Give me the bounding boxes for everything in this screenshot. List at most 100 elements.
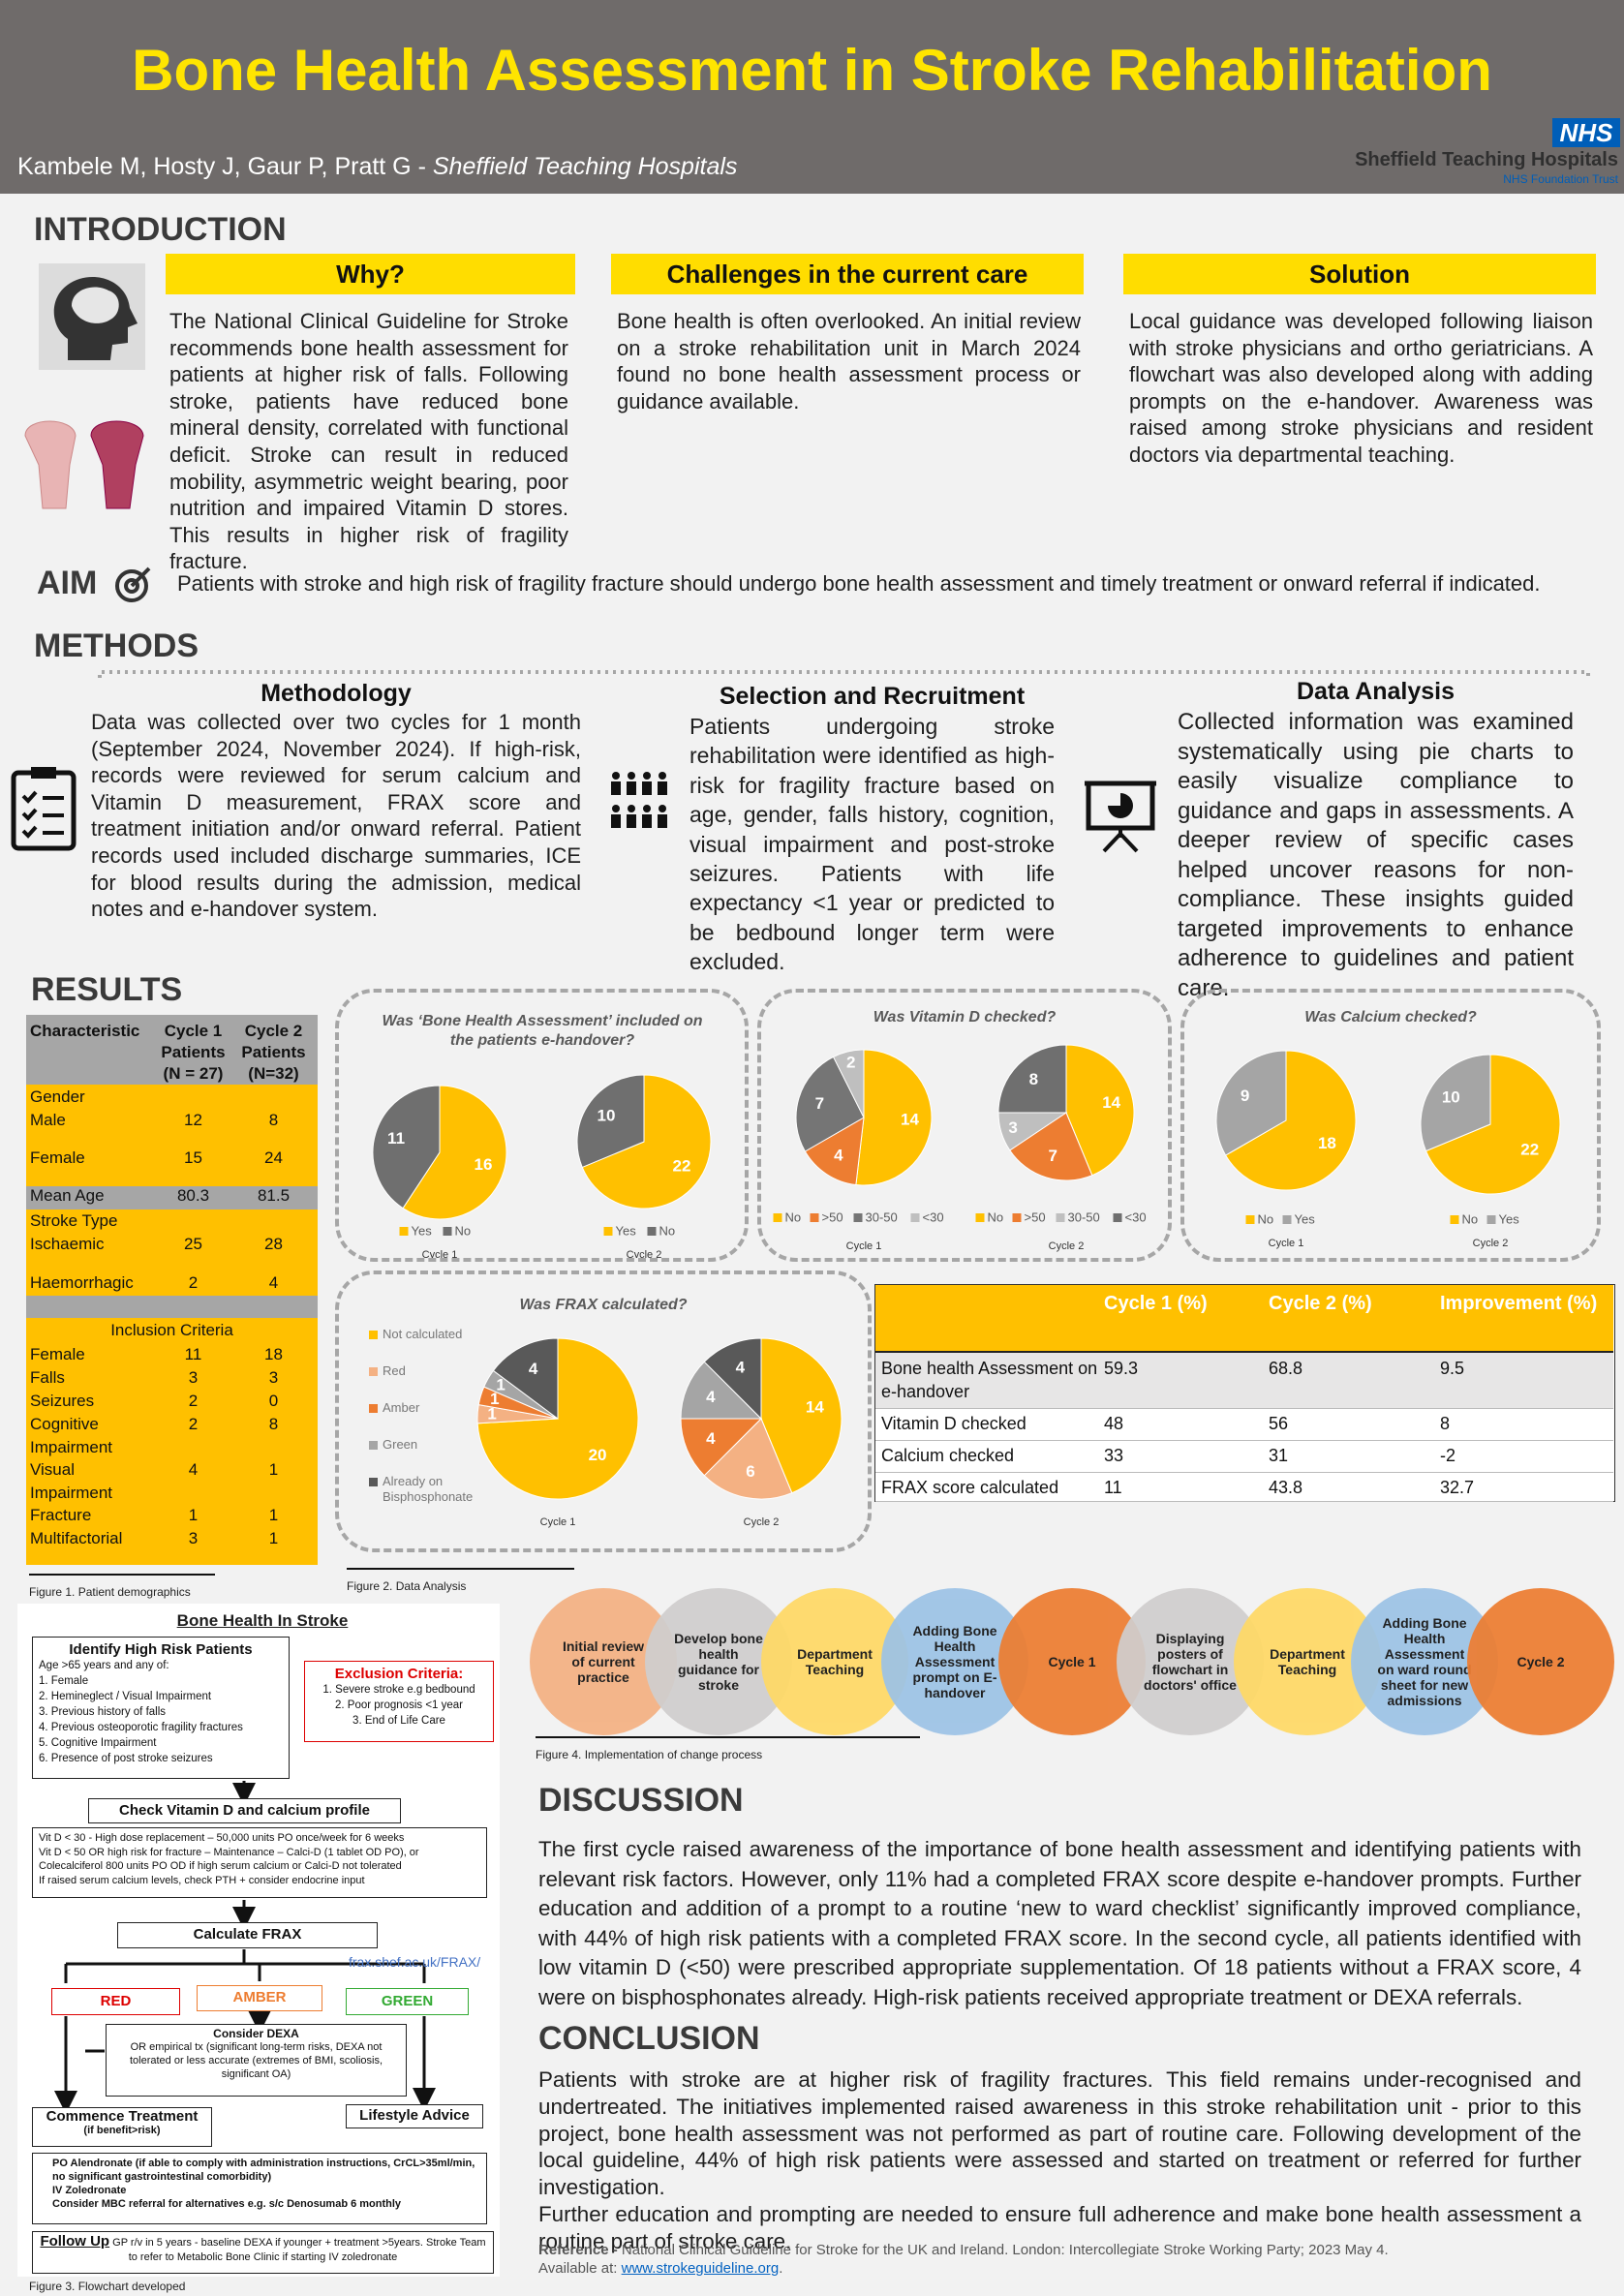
table-cell: 4 bbox=[268, 1272, 279, 1292]
legend-label: Already on Bisphosphonate bbox=[383, 1474, 474, 1504]
table-cell: 8 bbox=[268, 1415, 279, 1434]
reference-link[interactable]: www.strokeguideline.org bbox=[621, 2260, 780, 2277]
legend-swatch bbox=[1056, 1213, 1065, 1222]
legend-label: 30-50 bbox=[1068, 1209, 1100, 1224]
pie-slice bbox=[1065, 1044, 1135, 1177]
legend-swatch bbox=[443, 1227, 452, 1236]
slice-label: 4 bbox=[706, 1388, 716, 1406]
list-item: 2. Hemineglect / Visual Impairment bbox=[39, 1691, 212, 1702]
table-row bbox=[875, 1408, 1613, 1441]
legend-label: 30-50 bbox=[866, 1209, 898, 1224]
column-heading: Methodology bbox=[260, 680, 412, 707]
table-cell: 81.5 bbox=[257, 1186, 291, 1206]
slice-label: 4 bbox=[529, 1360, 538, 1378]
slice-label: 10 bbox=[598, 1106, 616, 1124]
affiliation: Sheffield Teaching Hospitals bbox=[432, 153, 738, 180]
box-title: Follow Up bbox=[40, 2233, 110, 2250]
pie-slice bbox=[804, 1117, 865, 1186]
check-box: Check Vitamin D and calcium profile bbox=[88, 1798, 401, 1823]
table-cell: Haemorrhagic bbox=[30, 1272, 134, 1292]
legend-swatch bbox=[369, 1367, 378, 1376]
green-box: GREEN bbox=[346, 1988, 469, 2015]
section-heading: RESULTS bbox=[31, 971, 183, 1008]
slice-label: 4 bbox=[706, 1429, 716, 1448]
slice-label: 18 bbox=[1318, 1134, 1336, 1152]
table-cell: 18 bbox=[264, 1344, 283, 1363]
table-row bbox=[875, 1472, 1613, 1502]
legend-label: Yes bbox=[1499, 1211, 1520, 1226]
box-title: Identify High Risk Patients bbox=[69, 1641, 253, 1658]
legend-label: >50 bbox=[1025, 1209, 1046, 1224]
table-cell: Fracture bbox=[30, 1506, 92, 1524]
table-header-cell: Cycle 2 (%) bbox=[1269, 1293, 1372, 1314]
chart-panel: Was ‘Bone Health Assessment’ included on… bbox=[335, 989, 749, 1262]
table-cell: Inclusion Criteria bbox=[110, 1321, 233, 1340]
slice-label: 9 bbox=[1241, 1087, 1249, 1105]
slice-label: 4 bbox=[834, 1146, 843, 1164]
chart-title: Was Vitamin D checked? bbox=[873, 1009, 1057, 1026]
pie-slice bbox=[1425, 1054, 1561, 1195]
table-cell: Visual Impairment bbox=[30, 1460, 113, 1503]
table-cell: 24 bbox=[264, 1148, 283, 1168]
table-cell: Multifactorial bbox=[30, 1529, 123, 1548]
legend-swatch bbox=[369, 1478, 378, 1486]
ring bbox=[115, 569, 148, 602]
pie-slice bbox=[1215, 1050, 1287, 1156]
table-cell: Seizures bbox=[30, 1392, 95, 1411]
exclusion-box: Exclusion Criteria: 1. Severe stroke e.g… bbox=[304, 1661, 494, 1742]
section-heading: INTRODUCTION bbox=[34, 211, 287, 248]
pie-label: Cycle 2 bbox=[1049, 1240, 1085, 1252]
legend-swatch bbox=[369, 1331, 378, 1339]
board bbox=[11, 770, 77, 851]
pie-label: Cycle 1 bbox=[422, 1249, 458, 1258]
flowchart-title: Bone Health In Stroke bbox=[176, 1611, 349, 1630]
pie-label: Cycle 1 bbox=[846, 1240, 882, 1252]
table-cell: 15 bbox=[184, 1148, 202, 1168]
legend-label: Yes bbox=[412, 1223, 433, 1238]
figure-caption: Figure 2. Data Analysis bbox=[347, 1579, 467, 1593]
table-cell: 8 bbox=[268, 1110, 279, 1129]
table-cell: Ischaemic bbox=[30, 1235, 105, 1254]
people-icon bbox=[611, 772, 667, 828]
pie-slice bbox=[832, 1049, 865, 1118]
pie-label: Cycle 1 bbox=[1269, 1238, 1304, 1249]
pie-chart: 18 9 Cycle 1 No Yes 22 10 Cycle 2 No Yes bbox=[1215, 1050, 1561, 1249]
followup-box: Follow Up GP r/v in 5 years - baseline D… bbox=[32, 2231, 494, 2274]
table-header-cell: Characteristic bbox=[30, 1022, 140, 1040]
table-cell: Female bbox=[30, 1344, 85, 1363]
table-header-bg bbox=[875, 1285, 1613, 1353]
list-item: PO Alendronate (if able to comply with a… bbox=[52, 2158, 475, 2183]
legend-item: Not calculated bbox=[369, 1327, 485, 1363]
legend-label: No bbox=[1462, 1211, 1479, 1226]
legend-swatch bbox=[975, 1213, 985, 1222]
table-cell: 56 bbox=[1269, 1414, 1289, 1433]
table-cell: 11 bbox=[1104, 1478, 1122, 1497]
frax-link[interactable]: frax.shef.ac.uk/FRAX/ bbox=[349, 1954, 481, 1970]
ring bbox=[124, 578, 139, 594]
box-heading: Challenges in the current care bbox=[611, 254, 1084, 294]
legend-swatch bbox=[1113, 1213, 1122, 1222]
table-header-cell: Cycle 2 Patients (N=32) bbox=[241, 1022, 306, 1083]
slice-label: 1 bbox=[496, 1375, 505, 1393]
pie-slice bbox=[581, 1074, 712, 1209]
legend-swatch bbox=[910, 1213, 920, 1222]
pie-slice bbox=[855, 1049, 933, 1186]
legend-swatch bbox=[647, 1227, 657, 1236]
legend-item: Amber bbox=[369, 1400, 485, 1437]
vitd-box: Vit D < 30 - High dose replacement – 50,… bbox=[32, 1827, 487, 1898]
trust-name: Sheffield Teaching Hospitals bbox=[1355, 149, 1618, 170]
identify-box: Identify High Risk Patients Age >65 year… bbox=[32, 1637, 290, 1779]
table-cell: 1 bbox=[268, 1529, 279, 1548]
table-cell: Male bbox=[30, 1110, 66, 1129]
legend-label: <30 bbox=[1125, 1209, 1147, 1224]
slice-label: 11 bbox=[387, 1129, 405, 1148]
list-item: 2. Poor prognosis <1 year bbox=[334, 1699, 463, 1711]
slice-label: 8 bbox=[1029, 1070, 1038, 1088]
pie-slice bbox=[492, 1337, 559, 1420]
authors-line: Kambele M, Hosty J, Gaur P, Pratt G - Sh… bbox=[17, 153, 737, 181]
chart-panel: Was FRAX calculated? 20 1 1 1 4 Cycle 1 14 6 4 4 4 C… bbox=[335, 1270, 872, 1552]
people bbox=[611, 772, 667, 828]
arrows bbox=[54, 1781, 436, 2114]
figure-caption: Figure 1. Patient demographics bbox=[29, 1585, 191, 1599]
flowchart-arrows bbox=[54, 1781, 436, 2114]
